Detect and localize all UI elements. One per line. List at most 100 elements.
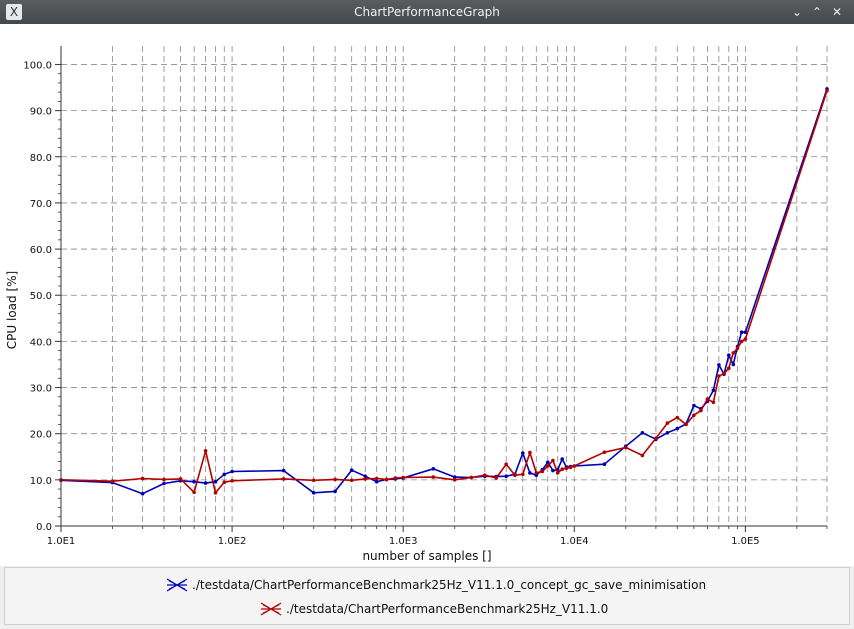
data-point-1 [401,475,406,480]
data-point-1 [624,445,628,450]
series-line-0 [60,88,828,495]
data-point-0 [431,467,436,471]
axis-layer: 0.0 10.0 20.0 30.0 40.0 50.0 60.0 70.0 80.0 90.0 1… [23,46,828,547]
data-point-1 [281,477,286,481]
data-point-0 [374,479,379,484]
data-point-0 [192,479,196,484]
data-point-1 [602,450,607,455]
data-point-0 [349,468,354,473]
data-point-0 [675,426,680,431]
x-axis-label: number of samples [] [362,549,491,563]
maximize-icon[interactable]: ⌃ [811,5,823,19]
data-point-1 [743,337,748,341]
data-point-1 [349,478,354,483]
data-point-1 [551,458,555,463]
data-point-1 [110,479,115,484]
data-point-1 [654,436,658,441]
data-point-1 [140,476,145,481]
data-point-1 [825,89,829,93]
app-icon: X [6,4,22,20]
data-point-1 [363,477,368,481]
y-tick-label: 50.0 [30,291,52,302]
data-point-1 [374,476,379,481]
data-point-1 [546,464,550,468]
legend-item-blue[interactable]: ./testdata/ChartPerformanceBenchmark25Hz… [166,576,706,594]
data-point-0 [711,388,716,393]
data-point-0 [311,491,316,495]
data-point-1 [640,453,645,458]
data-point-1 [203,449,208,453]
x-tick-label: 1.0E3 [389,536,418,547]
legend-label-blue: ./testdata/ChartPerformanceBenchmark25Hz… [192,578,707,592]
y-tick-label: 10.0 [30,476,52,487]
data-point-1 [735,346,740,351]
data-point-1 [568,465,573,470]
minimize-icon[interactable]: ⌄ [791,5,803,19]
x-tick-label: 1.0E4 [560,536,589,547]
data-point-0 [528,471,532,475]
data-point-0 [140,491,145,496]
legend-item-red[interactable]: ./testdata/ChartPerformanceBenchmark25Hz… [260,600,608,618]
x-tick-label: 1.0E1 [47,536,76,547]
data-point-0 [640,431,645,435]
data-point-1 [504,462,509,467]
data-point-1 [513,473,517,478]
data-point-1 [540,469,545,474]
data-point-1 [711,400,716,405]
chart-legend: ./testdata/ChartPerformanceBenchmark25Hz… [4,567,850,625]
data-point-1 [699,408,703,413]
data-point-0 [717,363,721,367]
data-point-0 [521,451,525,455]
data-point-1 [675,415,680,420]
data-point-0 [230,469,234,474]
legend-label-red: ./testdata/ChartPerformanceBenchmark25Hz… [286,602,609,616]
data-point-0 [162,481,166,486]
y-tick-label: 30.0 [30,384,52,395]
data-point-1 [431,475,436,479]
chart-svg[interactable]: 0.0 10.0 20.0 30.0 40.0 50.0 60.0 70.0 80.0 90.0 1… [0,24,854,566]
data-point-1 [717,374,721,378]
y-tick-label: 70.0 [30,199,52,210]
data-point-0 [665,431,670,435]
data-point-1 [534,471,539,475]
y-tick-label: 80.0 [30,153,52,164]
data-point-1 [311,478,316,483]
data-point-1 [521,472,525,477]
data-point-1 [560,467,564,472]
y-tick-label: 60.0 [30,245,52,256]
data-point-1 [178,477,183,481]
data-point-0 [560,457,564,461]
legend-symbol-red [260,602,282,616]
legend-symbol-blue [166,578,188,592]
data-point-1 [192,490,196,495]
y-tick-label: 90.0 [30,107,52,118]
data-point-1 [739,339,744,344]
chart-area[interactable]: 0.0 10.0 20.0 30.0 40.0 50.0 60.0 70.0 80.0 90.0 1… [0,24,854,566]
data-point-1 [684,422,688,427]
data-point-1 [230,479,234,483]
window-titlebar[interactable]: X ChartPerformanceGraph ⌄ ⌃ ✕ [0,0,854,24]
window-title: ChartPerformanceGraph [354,5,500,19]
data-point-1 [555,471,560,475]
data-point-1 [469,475,474,480]
data-point-1 [393,476,398,480]
data-point-1 [483,473,487,478]
data-point-0 [281,468,286,473]
data-point-0 [743,330,748,335]
close-icon[interactable]: ✕ [831,5,843,19]
data-point-1 [722,371,726,376]
data-point-1 [572,464,577,468]
data-point-0 [222,472,227,477]
y-tick-label: 100.0 [23,60,52,71]
y-tick-label: 20.0 [30,430,52,441]
data-point-0 [213,479,218,484]
data-point-0 [546,460,550,465]
data-point-0 [203,481,208,485]
y-tick-label: 40.0 [30,337,52,348]
data-point-0 [504,474,509,479]
data-point-0 [731,362,736,367]
series-line-1 [60,90,828,494]
y-tick-label: 0.0 [36,522,52,533]
data-point-0 [692,403,696,408]
data-point-1 [528,450,532,455]
